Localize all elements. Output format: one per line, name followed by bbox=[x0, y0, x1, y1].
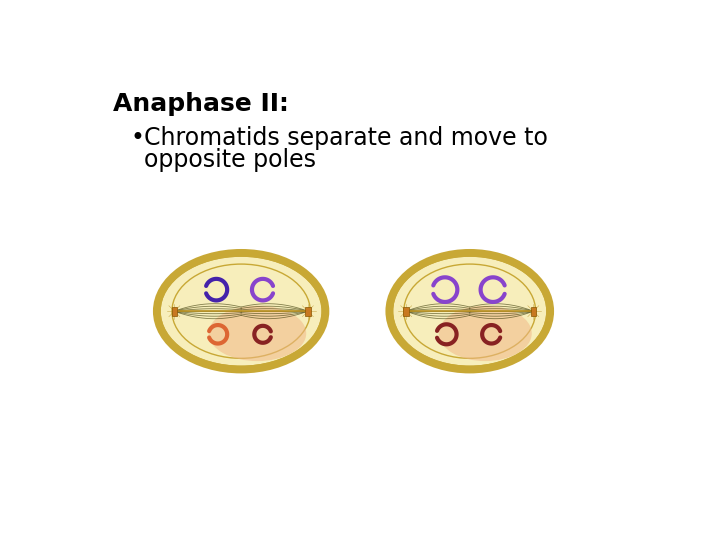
Text: opposite poles: opposite poles bbox=[144, 148, 316, 172]
Bar bbox=[531, 307, 536, 316]
Bar bbox=[305, 307, 310, 316]
Ellipse shape bbox=[438, 306, 532, 361]
Ellipse shape bbox=[392, 256, 547, 367]
Ellipse shape bbox=[209, 306, 306, 361]
Text: Chromatids separate and move to: Chromatids separate and move to bbox=[144, 126, 548, 151]
Ellipse shape bbox=[154, 251, 328, 372]
Text: •: • bbox=[130, 126, 144, 151]
Bar bbox=[171, 307, 177, 316]
Ellipse shape bbox=[160, 256, 323, 367]
Ellipse shape bbox=[387, 251, 553, 372]
Bar bbox=[403, 307, 409, 316]
Text: Anaphase II:: Anaphase II: bbox=[113, 92, 289, 116]
